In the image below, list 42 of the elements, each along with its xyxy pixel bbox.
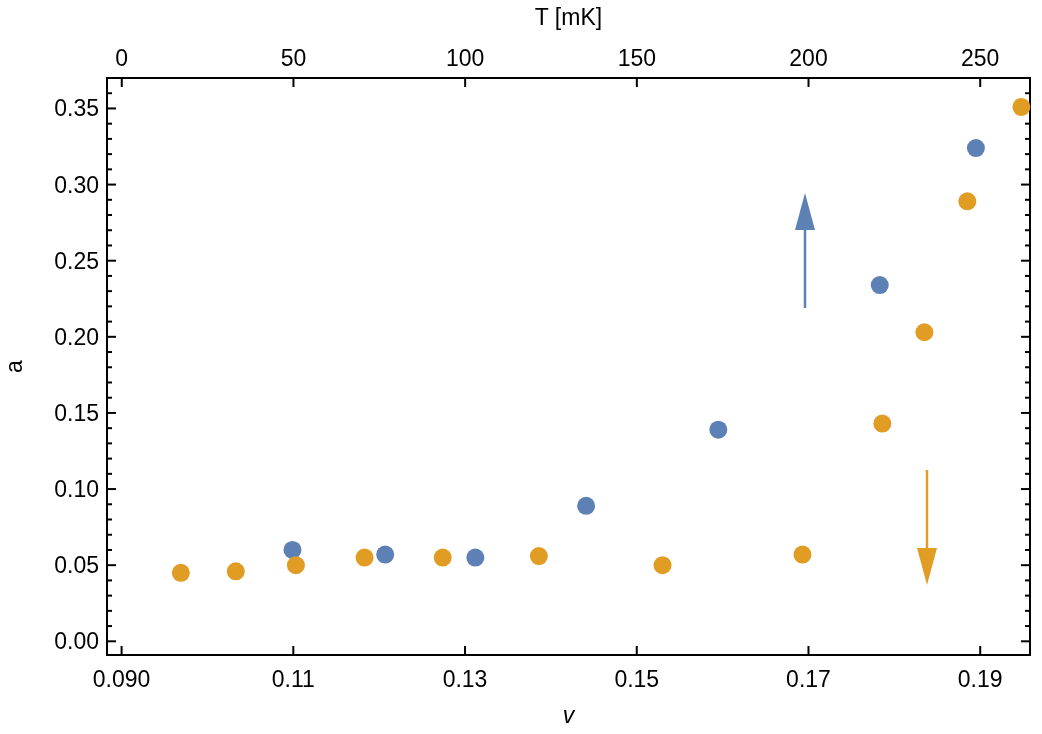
y-axis-title: a xyxy=(1,359,27,373)
x2-tick-label: 100 xyxy=(445,45,485,71)
x-tick-label: 0.13 xyxy=(442,666,488,692)
y-tick-label: 0.25 xyxy=(54,247,99,274)
y-tick-label: 0.05 xyxy=(54,552,99,579)
point xyxy=(466,548,485,567)
point xyxy=(286,556,305,575)
point xyxy=(709,420,728,439)
point xyxy=(966,139,985,158)
x2-axis-title: T [mK] xyxy=(534,4,603,30)
point xyxy=(873,414,892,433)
y-tick-label: 0.15 xyxy=(54,399,99,426)
x2-tick-label: 250 xyxy=(961,45,1000,71)
point xyxy=(958,192,977,211)
point xyxy=(1012,97,1031,116)
point xyxy=(226,562,245,581)
x-tick-label: 0.17 xyxy=(786,666,831,692)
x-tick-label: 0.11 xyxy=(271,666,315,692)
point xyxy=(793,545,812,564)
point xyxy=(283,540,302,559)
point xyxy=(915,323,934,342)
x2-tick-label: 150 xyxy=(617,45,657,71)
x-tick-label: 0.15 xyxy=(614,666,660,692)
point xyxy=(529,547,548,566)
x2-tick-label: 50 xyxy=(280,45,307,71)
y-tick-label: 0.20 xyxy=(54,323,99,350)
point xyxy=(577,496,596,515)
x-tick-label: 0.090 xyxy=(92,666,151,692)
x-tick-label: 0.19 xyxy=(957,666,1003,692)
x2-tick-label: 200 xyxy=(789,45,828,71)
y-tick-label: 0.35 xyxy=(54,95,99,122)
point xyxy=(355,548,374,567)
y-tick-label: 0.30 xyxy=(54,171,99,198)
point xyxy=(433,548,452,567)
point xyxy=(870,276,889,295)
point xyxy=(653,556,672,575)
y-tick-label: 0.00 xyxy=(54,628,99,655)
y-tick-label: 0.10 xyxy=(54,476,99,503)
x2-tick-label: 0 xyxy=(115,45,129,71)
x-axis-title: v xyxy=(562,702,576,728)
point xyxy=(171,563,190,582)
point xyxy=(376,545,395,564)
